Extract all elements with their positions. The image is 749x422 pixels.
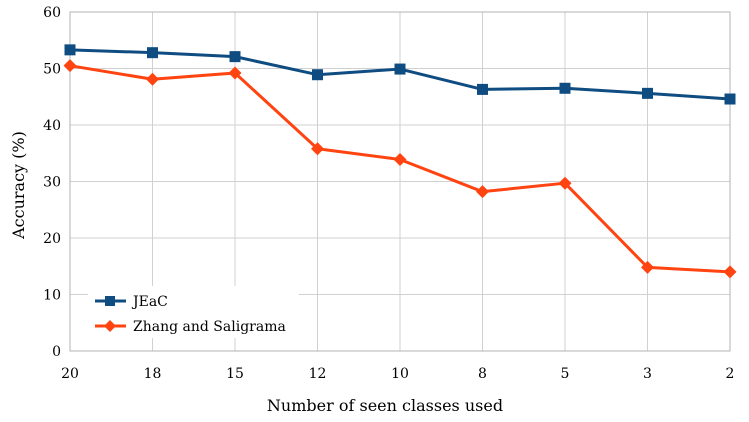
data-point-zhang-and-saligrama	[228, 66, 242, 80]
x-tick-label: 15	[226, 366, 244, 382]
data-point-jeac	[229, 51, 241, 63]
data-point-zhang-and-saligrama	[558, 176, 572, 190]
y-tick-label: 30	[43, 175, 61, 191]
x-tick-label: 8	[478, 366, 487, 382]
data-point-jeac	[147, 47, 158, 59]
data-point-jeac	[312, 69, 323, 81]
legend-marker-jeac	[105, 296, 115, 306]
legend: JEaC Zhang and Saligrama	[88, 286, 299, 338]
y-axis-label: Accuracy (%)	[9, 131, 28, 240]
data-point-jeac	[64, 44, 76, 56]
y-tick-label: 50	[43, 62, 61, 78]
legend-item-zhang-and-saligrama: Zhang and Saligrama	[95, 319, 286, 335]
data-point-zhang-and-saligrama	[146, 72, 159, 86]
legend-marker-zhang-and-saligrama	[104, 320, 116, 332]
legend-item-jeac: JEaC	[95, 294, 168, 310]
series-layer	[63, 44, 737, 279]
y-tick-label: 0	[52, 344, 61, 360]
plot-frame	[69, 11, 731, 352]
y-tick-label: 40	[43, 118, 61, 134]
legend-box	[88, 286, 299, 338]
x-axis-label: Number of seen classes used	[267, 396, 503, 415]
x-tick-label: 10	[391, 366, 409, 382]
data-point-jeac	[642, 87, 653, 99]
x-tick-label: 18	[144, 366, 162, 382]
x-tick-label: 20	[61, 366, 79, 382]
data-point-jeac	[394, 63, 406, 75]
legend-label-zhang-and-saligrama: Zhang and Saligrama	[133, 319, 286, 335]
y-tick-label: 60	[43, 5, 61, 21]
y-tick-label: 10	[43, 288, 61, 304]
x-tick-label: 3	[643, 366, 652, 382]
data-point-zhang-and-saligrama	[311, 142, 324, 156]
y-tick-labels: 0 10 20 30 40 50 60	[43, 5, 61, 360]
x-tick-label: 2	[726, 366, 735, 382]
data-point-zhang-and-saligrama	[723, 265, 737, 279]
data-point-jeac	[559, 82, 571, 94]
x-tick-label: 12	[309, 366, 327, 382]
y-tick-label: 20	[43, 231, 61, 247]
data-point-jeac	[724, 93, 736, 105]
data-point-zhang-and-saligrama	[393, 152, 407, 166]
data-point-zhang-and-saligrama	[476, 185, 489, 199]
x-tick-label: 5	[561, 366, 570, 382]
data-point-jeac	[477, 83, 488, 95]
data-point-zhang-and-saligrama	[63, 59, 77, 73]
x-tick-labels: 20 18 15 12 10 8 5 3 2	[61, 366, 734, 382]
data-point-zhang-and-saligrama	[641, 260, 654, 274]
legend-label-jeac: JEaC	[131, 294, 168, 310]
